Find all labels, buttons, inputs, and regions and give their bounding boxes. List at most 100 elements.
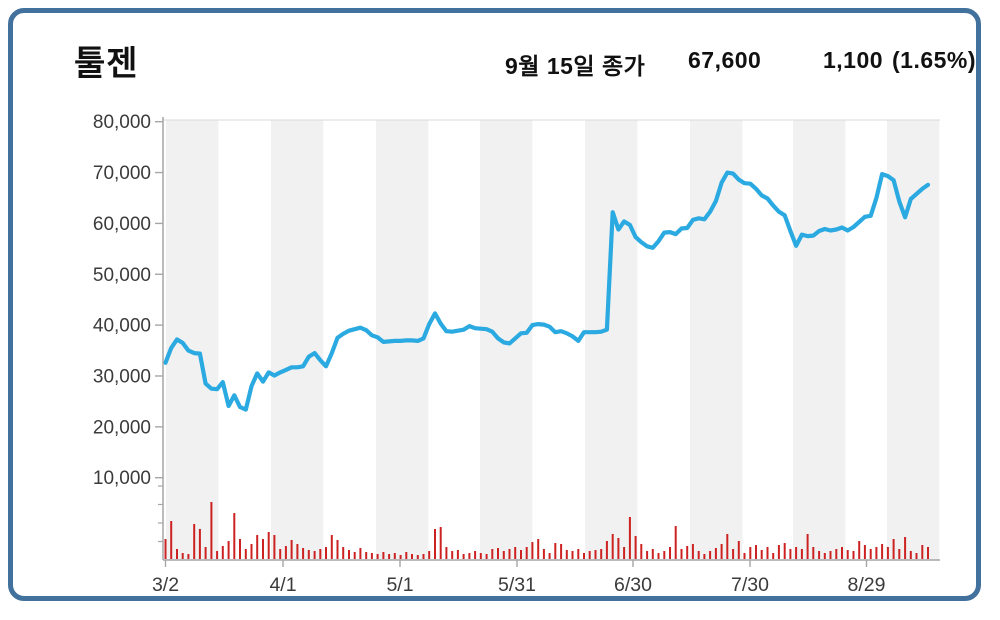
volume-bar xyxy=(514,547,517,559)
volume-bar xyxy=(319,549,322,559)
volume-bar xyxy=(227,541,230,559)
volume-bar xyxy=(921,545,924,559)
volume-bar xyxy=(829,551,832,559)
month-shading-band xyxy=(271,120,324,560)
volume-bar xyxy=(726,534,729,559)
price-change-value: 1,100 xyxy=(823,47,884,73)
volume-bar xyxy=(497,548,499,559)
volume-bar xyxy=(858,541,861,559)
volume-bar xyxy=(892,539,895,559)
volume-bar xyxy=(187,554,190,559)
volume-bar xyxy=(388,554,391,559)
x-axis-label: 5/1 xyxy=(386,574,413,596)
volume-bar xyxy=(623,547,626,559)
volume-bar xyxy=(835,549,838,559)
volume-bar xyxy=(393,553,396,559)
volume-bar xyxy=(777,545,780,559)
volume-bar xyxy=(525,547,528,559)
volume-bar xyxy=(611,534,614,559)
y-axis-label: 60,000 xyxy=(93,214,151,235)
volume-bar xyxy=(428,551,431,559)
volume-bar xyxy=(846,550,849,559)
y-axis-label: 30,000 xyxy=(93,366,151,387)
volume-bar xyxy=(732,549,735,559)
price-line xyxy=(163,170,931,412)
volume-bar xyxy=(485,554,488,559)
volume-bar xyxy=(594,550,597,559)
y-axis-label: 40,000 xyxy=(93,316,151,337)
volume-bar xyxy=(313,551,316,559)
volume-bar xyxy=(342,547,345,559)
volume-bar xyxy=(537,539,540,559)
volume-bar xyxy=(565,550,568,559)
volume-bar xyxy=(812,547,815,559)
volume-bar xyxy=(881,544,884,559)
volume-bar xyxy=(697,551,700,559)
volume-bar xyxy=(605,541,608,559)
month-shading-band xyxy=(480,120,533,560)
volume-bar xyxy=(365,552,368,559)
volume-bar xyxy=(657,553,660,559)
x-axis-label: 8/29 xyxy=(848,574,886,596)
volume-bar xyxy=(474,551,477,559)
volume-bar xyxy=(640,544,643,559)
month-shading-band xyxy=(793,120,846,560)
volume-bar xyxy=(262,539,264,559)
volume-bar xyxy=(583,553,585,559)
volume-bar xyxy=(359,548,362,559)
month-shading-band xyxy=(690,120,743,560)
x-axis-label: 5/31 xyxy=(498,574,536,596)
volume-bar xyxy=(325,547,327,559)
y-axis-label: 10,000 xyxy=(93,468,151,489)
volume-bar xyxy=(256,535,259,559)
volume-bar xyxy=(198,529,201,559)
volume-bar xyxy=(577,549,580,559)
x-axis-label: 4/1 xyxy=(269,574,296,596)
volume-bar xyxy=(210,502,213,559)
volume-bar xyxy=(416,555,419,559)
volume-bar xyxy=(468,553,471,559)
volume-bar xyxy=(336,540,339,559)
y-axis-label: 50,000 xyxy=(93,265,151,286)
month-shading-band xyxy=(166,120,219,560)
volume-bar xyxy=(852,551,855,559)
volume-bar xyxy=(737,541,740,559)
volume-bar xyxy=(783,543,786,559)
y-axis-label: 70,000 xyxy=(93,163,151,184)
volume-bar xyxy=(795,547,798,559)
volume-bar xyxy=(411,554,413,559)
volume-bar xyxy=(422,554,425,559)
volume-bar xyxy=(927,547,929,559)
volume-bar xyxy=(709,551,712,559)
volume-bar xyxy=(181,553,184,559)
volume-bar xyxy=(296,544,299,559)
volume-bar xyxy=(663,551,666,559)
volume-bar xyxy=(571,551,574,559)
y-axis-label: 20,000 xyxy=(93,417,151,438)
y-axis-label: 80,000 xyxy=(93,112,151,133)
volume-bar xyxy=(531,542,534,559)
volume-bar xyxy=(542,549,545,559)
volume-bar xyxy=(806,534,809,559)
volume-bar xyxy=(267,532,270,559)
volume-bar xyxy=(244,549,247,559)
volume-bar xyxy=(617,538,620,559)
chart-frame-border xyxy=(8,8,981,601)
volume-bar xyxy=(766,547,769,559)
volume-bar xyxy=(554,543,557,559)
volume-bar xyxy=(330,535,333,559)
month-shading-band xyxy=(585,120,638,560)
volume-bar xyxy=(904,537,907,559)
volume-bar xyxy=(302,548,305,559)
close-date-label: 9월 15일 종가 xyxy=(505,53,646,79)
volume-bar xyxy=(703,554,706,559)
volume-bar xyxy=(284,546,287,559)
volume-bar xyxy=(353,552,356,559)
volume-bar xyxy=(691,544,694,559)
volume-bar xyxy=(749,547,752,559)
volume-bar xyxy=(370,553,373,559)
volume-bar xyxy=(434,529,436,559)
volume-bar xyxy=(680,549,683,559)
